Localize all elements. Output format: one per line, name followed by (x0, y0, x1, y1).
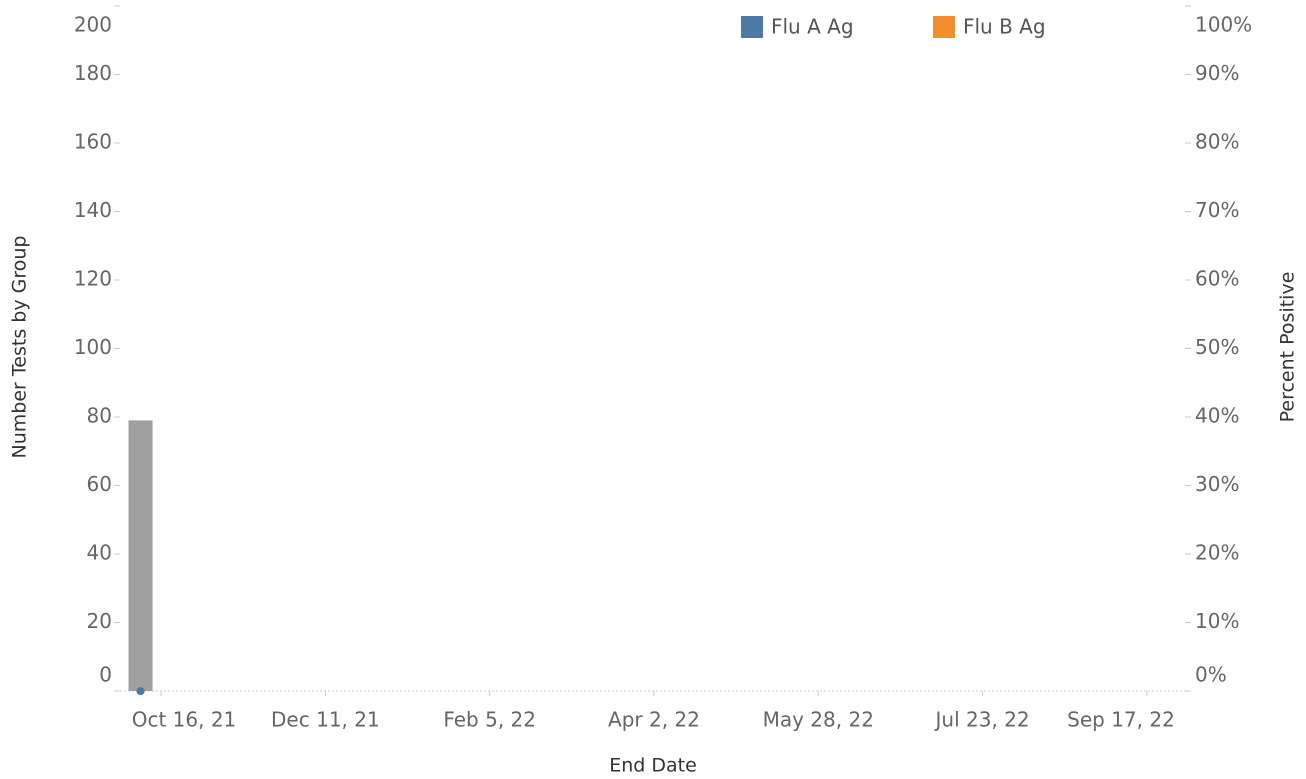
x-tick-label: May 28, 22 (763, 708, 874, 732)
legend-swatch (933, 16, 955, 38)
y-axis-title: Number Tests by Group (9, 236, 31, 459)
legend-swatch (741, 16, 763, 38)
x-tick-label: Sep 17, 22 (1067, 708, 1175, 732)
x-tick-label: Dec 11, 21 (271, 708, 380, 732)
x-tick-label: Feb 5, 22 (443, 708, 536, 732)
y-tick-label: 40 (87, 541, 112, 565)
y2-tick-label: 0% (1195, 663, 1227, 687)
y-tick-label: 100 (74, 335, 112, 359)
legend-label: Flu A Ag (771, 15, 854, 39)
y-tick-label: 140 (74, 198, 112, 222)
x-tick-label: Oct 16, 21 (132, 708, 237, 732)
y-tick-label: 160 (74, 130, 112, 154)
y2-tick-label: 60% (1195, 267, 1239, 291)
bar (128, 420, 153, 691)
y2-tick-label: 90% (1195, 61, 1239, 85)
x-tick-label: Jul 23, 22 (934, 708, 1030, 732)
y2-tick-label: 10% (1195, 609, 1239, 633)
y-tick-label: 20 (87, 609, 112, 633)
x-tick-label: Apr 2, 22 (608, 708, 700, 732)
y-tick-label: 120 (74, 267, 112, 291)
y-tick-label: 200 (74, 13, 112, 37)
y-tick-label: 0 (99, 663, 112, 687)
y-tick-label: 80 (87, 404, 112, 428)
y2-tick-label: 70% (1195, 198, 1239, 222)
y2-tick-label: 100% (1195, 13, 1252, 37)
y2-axis-title: Percent Positive (1277, 272, 1299, 423)
y2-tick-label: 40% (1195, 404, 1239, 428)
y2-tick-label: 80% (1195, 130, 1239, 154)
legend-label: Flu B Ag (963, 15, 1046, 39)
x-axis-title: End Date (609, 755, 697, 777)
y-tick-label: 60 (87, 472, 112, 496)
y-tick-label: 180 (74, 61, 112, 85)
point (136, 687, 145, 695)
y2-tick-label: 30% (1195, 472, 1239, 496)
y2-tick-label: 50% (1195, 335, 1239, 359)
y2-tick-label: 20% (1195, 541, 1239, 565)
